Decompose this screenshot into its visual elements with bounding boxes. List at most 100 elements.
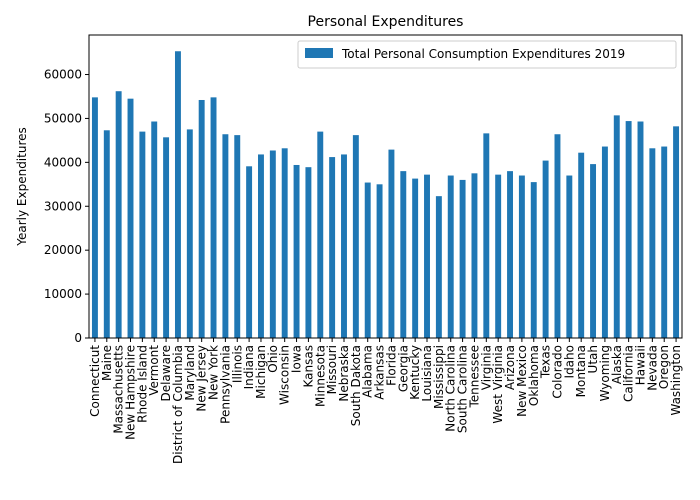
x-tick-label: Maine — [100, 345, 114, 381]
bar-virginia — [483, 133, 490, 338]
x-tick-label: Massachusetts — [112, 345, 126, 434]
x-tick-label: New York — [207, 345, 221, 400]
x-tick-label: Colorado — [550, 345, 564, 399]
bar-hawaii — [637, 121, 644, 338]
legend: Total Personal Consumption Expenditures … — [297, 40, 677, 69]
x-tick-label: New Hampshire — [124, 345, 138, 440]
bar-indiana — [246, 166, 253, 338]
bar-tennessee — [471, 173, 478, 338]
x-tick-label: Indiana — [242, 345, 256, 389]
bar-new-york — [210, 97, 217, 338]
x-tick-label: Delaware — [159, 345, 173, 402]
x-tick-label: Hawaii — [633, 345, 647, 385]
bar-south-dakota — [352, 135, 359, 338]
plot-frame — [88, 34, 683, 339]
legend-swatch — [305, 48, 333, 58]
x-tick-label: West Virginia — [491, 345, 505, 424]
bar-iowa — [293, 164, 300, 338]
bar-alabama — [364, 182, 371, 338]
bar-nebraska — [341, 154, 347, 338]
bar-pennsylvania — [222, 134, 229, 338]
y-axis-label: Yearly Expenditures — [15, 127, 29, 247]
bar-wyoming — [601, 146, 608, 338]
bar-colorado — [554, 134, 561, 338]
x-tick-label: Louisiana — [420, 345, 434, 402]
y-tick-label: 30000 — [44, 199, 82, 213]
bar-kentucky — [412, 178, 419, 338]
x-tick-label: North Carolina — [444, 345, 458, 432]
x-tick-label: California — [622, 345, 636, 402]
bar-west-virginia — [495, 174, 502, 338]
bar-montana — [578, 152, 585, 338]
x-tick-label: Oklahoma — [527, 345, 541, 406]
x-tick-label: Illinois — [230, 345, 244, 383]
x-tick-label: Kentucky — [408, 345, 422, 400]
bar-delaware — [163, 137, 170, 338]
bar-new-mexico — [518, 175, 525, 338]
bar-massachusetts — [115, 91, 122, 338]
x-tick-label: Washington — [669, 345, 683, 416]
x-tick-label: Utah — [586, 345, 600, 373]
y-ticks-group: 0 10000 20000 30000 40000 50000 60000 — [44, 68, 89, 345]
bar-louisiana — [424, 174, 430, 338]
y-tick-label: 60000 — [44, 68, 82, 82]
x-tick-label: Michigan — [254, 345, 268, 399]
x-tick-label: Rhode Island — [135, 345, 149, 423]
bar-georgia — [400, 171, 407, 338]
bars-group — [91, 51, 680, 338]
x-tick-label: Ohio — [266, 345, 280, 373]
chart-title: Personal Expenditures — [308, 14, 464, 30]
bar-rhode-island — [139, 131, 146, 338]
bar-kansas — [305, 167, 312, 338]
x-tick-label: Arizona — [503, 345, 517, 390]
bar-arizona — [507, 171, 513, 338]
x-tick-label: Wisconsin — [278, 345, 292, 405]
bar-washington — [673, 126, 680, 338]
x-tick-label: New Jersey — [195, 345, 209, 412]
x-tick-label: Texas — [539, 345, 553, 379]
bar-oregon — [661, 146, 668, 338]
y-tick-label: 50000 — [44, 111, 82, 125]
x-tick-label: Nevada — [645, 345, 659, 391]
x-tick-label: Maryland — [183, 345, 197, 401]
bar-ohio — [269, 150, 276, 338]
x-tick-label: Connecticut — [88, 345, 102, 417]
x-tick-label: Nebraska — [337, 345, 351, 402]
bar-illinois — [234, 135, 241, 338]
bar-maryland — [186, 129, 193, 338]
x-tick-label: Georgia — [396, 345, 410, 392]
x-tick-label: Mississippi — [432, 345, 446, 409]
x-tick-label: Vermont — [147, 345, 161, 396]
bar-maine — [103, 130, 110, 338]
x-tick-label: Montana — [574, 345, 588, 397]
y-tick-label: 40000 — [44, 155, 82, 169]
bar-north-carolina — [447, 175, 454, 338]
bar-new-hampshire — [127, 98, 134, 338]
y-tick-label: 10000 — [44, 287, 82, 301]
bar-new-jersey — [198, 99, 205, 338]
x-tick-label: New Mexico — [515, 345, 529, 417]
bar-idaho — [566, 175, 573, 338]
x-tick-label: Oregon — [657, 345, 671, 389]
bar-mississippi — [435, 196, 442, 338]
bar-district-of-columbia — [174, 51, 181, 338]
x-tick-label: Florida — [384, 345, 398, 386]
bar-arkansas — [376, 184, 383, 338]
bar-california — [625, 121, 632, 338]
x-tick-label: Wyoming — [598, 345, 612, 401]
y-tick-label: 20000 — [44, 243, 82, 257]
bar-south-carolina — [459, 179, 466, 338]
x-tick-label: District of Columbia — [171, 345, 185, 464]
x-tick-label: Pennsylvania — [218, 345, 232, 424]
bar-texas — [542, 160, 549, 338]
x-tick-label: Virginia — [479, 345, 493, 390]
x-tick-label: Kansas — [301, 345, 315, 387]
bar-vermont — [151, 121, 158, 338]
bar-connecticut — [91, 97, 98, 338]
legend-box — [297, 40, 677, 69]
bar-minnesota — [317, 131, 324, 338]
x-tick-label: Alaska — [610, 345, 624, 384]
x-tick-label: Missouri — [325, 345, 339, 394]
